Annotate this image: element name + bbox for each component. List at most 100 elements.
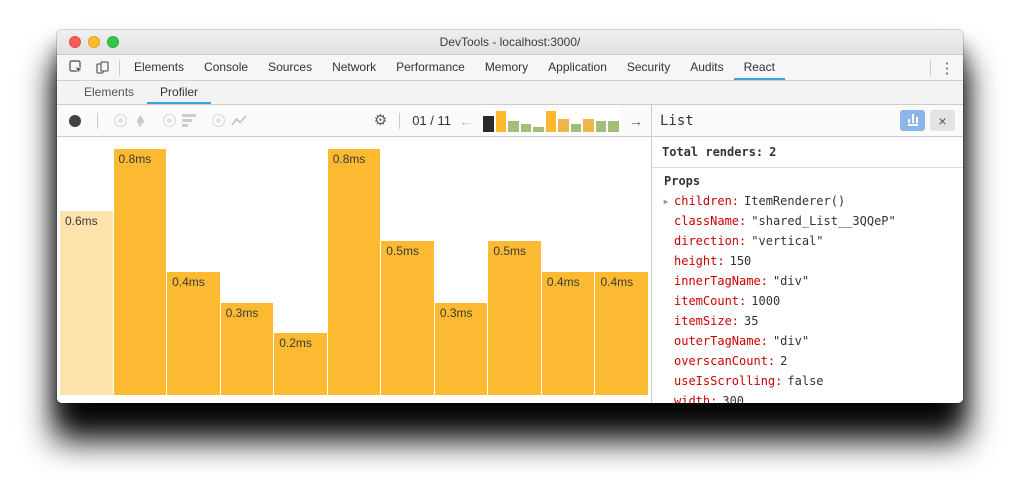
commit-bar[interactable]: 0.8ms [327,149,381,395]
props-heading: Props [664,174,701,188]
prop-row-innertagname[interactable]: innerTagName: "div" [674,274,810,288]
total-renders-value: 2 [769,145,777,159]
commit-bar[interactable]: 0.8ms [113,149,167,395]
commit-bar[interactable]: 0.5ms [488,241,541,395]
profiler-toolbar: ⚙ 01 / 11 ← → [57,105,651,137]
settings-gear-icon[interactable]: ⚙ [373,112,388,129]
prop-row-width[interactable]: width:300 [674,394,745,403]
prop-row-classname[interactable]: className: "shared_List__3QQeP" [674,214,896,228]
commit-bar[interactable]: 0.3ms [434,303,488,395]
tab-elements[interactable]: Elements [134,59,185,74]
minimap-bar[interactable] [595,120,607,132]
tab-memory[interactable]: Memory [484,59,529,74]
window-title: DevTools - localhost:3000/ [439,35,581,49]
details-header: List × [652,105,963,137]
record-button[interactable] [69,114,81,127]
prop-row-itemcount[interactable]: itemCount:1000 [674,294,781,308]
devtools-tab-bar: Elements Console Sources Network Perform… [57,55,963,81]
commit-bar-label: 0.8ms [118,152,152,166]
total-renders-label: Total renders: [662,145,764,159]
minimap-bar[interactable] [545,110,557,132]
snapshot-counter: 01 / 11 [412,113,451,128]
ranked-radio[interactable] [163,114,176,127]
toolbar-divider [930,59,931,76]
prop-row-direction[interactable]: direction: "vertical" [674,234,824,248]
traffic-lights [69,36,119,48]
minimap-bar[interactable] [508,120,519,132]
next-snapshot-icon[interactable]: → [629,112,643,129]
interactions-radio[interactable] [212,114,225,127]
component-details-panel: List × Total renders: 2 Props [651,105,963,403]
commit-bar-label: 0.4ms [546,275,580,289]
prop-row-itemsize[interactable]: itemSize:35 [674,314,759,328]
minimap-bar[interactable] [583,118,594,132]
snapshot-minimap[interactable] [481,107,621,134]
commit-bar-label: 0.3ms [225,306,259,320]
tab-react[interactable]: React [733,55,785,80]
commit-bar[interactable]: 0.4ms [167,272,220,395]
commit-bar[interactable]: 0.4ms [595,272,649,395]
commit-bar-label: 0.6ms [65,214,98,228]
devtools-window: DevTools - localhost:3000/ Elements Cons… [57,30,963,403]
device-toolbar-icon[interactable] [89,55,115,80]
commit-bar[interactable]: 0.5ms [381,241,434,395]
commit-bar-label: 0.4ms [172,275,205,289]
commit-bar[interactable]: 0.2ms [274,333,327,395]
tab-network[interactable]: Network [332,59,377,74]
flamegraph-mode-group [114,113,147,128]
subtab-profiler[interactable]: Profiler [147,81,212,104]
commit-bar[interactable]: 0.4ms [541,272,595,395]
more-options-icon[interactable]: ⋮ [939,59,955,77]
total-renders-row: Total renders: 2 [652,137,963,168]
prop-row-useisscrolling[interactable]: useIsScrolling: false [674,374,824,388]
minimap-bar[interactable] [533,126,544,132]
toolbar-divider [119,59,120,76]
minimap-bar[interactable] [483,115,494,132]
tab-performance[interactable]: Performance [396,59,465,74]
commit-bar-label: 0.8ms [332,152,366,166]
prev-snapshot-icon[interactable]: ← [459,112,473,129]
flamegraph-radio[interactable] [114,114,127,127]
tab-security[interactable]: Security [626,59,671,74]
toolbar-divider [97,112,98,129]
interactions-mode-group [212,114,247,128]
minimap-bar[interactable] [495,110,507,132]
flame-chart: 0.6ms 0.8ms 0.4ms 0.3ms 0.2ms 0.8ms 0.5ms 0.3ms… [57,137,651,403]
tab-console[interactable]: Console [204,59,249,74]
tab-audits[interactable]: Audits [690,59,724,74]
minimap-bar[interactable] [520,123,532,132]
commit-bar-label: 0.5ms [493,244,527,258]
profiler-split: ⚙ 01 / 11 ← → 0.6ms 0.8ms 0.4ms 0.3ms 0.2ms 0… [57,105,963,403]
close-details-button[interactable]: × [930,110,955,131]
ranked-mode-group [163,114,196,127]
commit-bar[interactable]: 0.3ms [220,303,274,395]
toolbar-divider [399,112,401,129]
minimize-window-button[interactable] [88,36,100,48]
react-subtab-bar: Elements Profiler [57,81,963,105]
flame-icon [137,114,144,127]
title-bar: DevTools - localhost:3000/ [57,30,963,55]
details-body: Total renders: 2 Props ▶ children: ItemRe… [652,137,963,403]
expand-arrow-icon[interactable]: ▶ [663,196,669,206]
prop-row-overscancount[interactable]: overscanCount:2 [674,354,788,368]
minimap-bar[interactable] [558,118,569,132]
subtab-elements[interactable]: Elements [84,84,135,99]
prop-row-height[interactable]: height:150 [674,254,752,268]
prop-row-children[interactable]: ▶ children: ItemRenderer() [658,191,963,211]
minimap-bar[interactable] [570,123,582,132]
close-window-button[interactable] [69,36,81,48]
log-render-chart-button[interactable] [900,110,925,131]
props-section: Props ▶ children: ItemRenderer() classNam… [652,168,963,403]
profiler-pane: ⚙ 01 / 11 ← → 0.6ms 0.8ms 0.4ms 0.3ms 0.2ms 0… [57,105,651,403]
inspect-element-icon[interactable] [63,55,89,80]
interactions-chart-icon [231,114,247,125]
zoom-window-button[interactable] [107,36,119,48]
ranked-chart-icon [182,114,196,127]
commit-bar[interactable]: 0.6ms [60,211,113,395]
tab-sources[interactable]: Sources [268,59,313,74]
tab-application[interactable]: Application [548,59,607,74]
prop-row-outertagname[interactable]: outerTagName: "div" [674,334,810,348]
commit-bar-label: 0.2ms [279,336,312,350]
minimap-bar[interactable] [608,120,620,132]
